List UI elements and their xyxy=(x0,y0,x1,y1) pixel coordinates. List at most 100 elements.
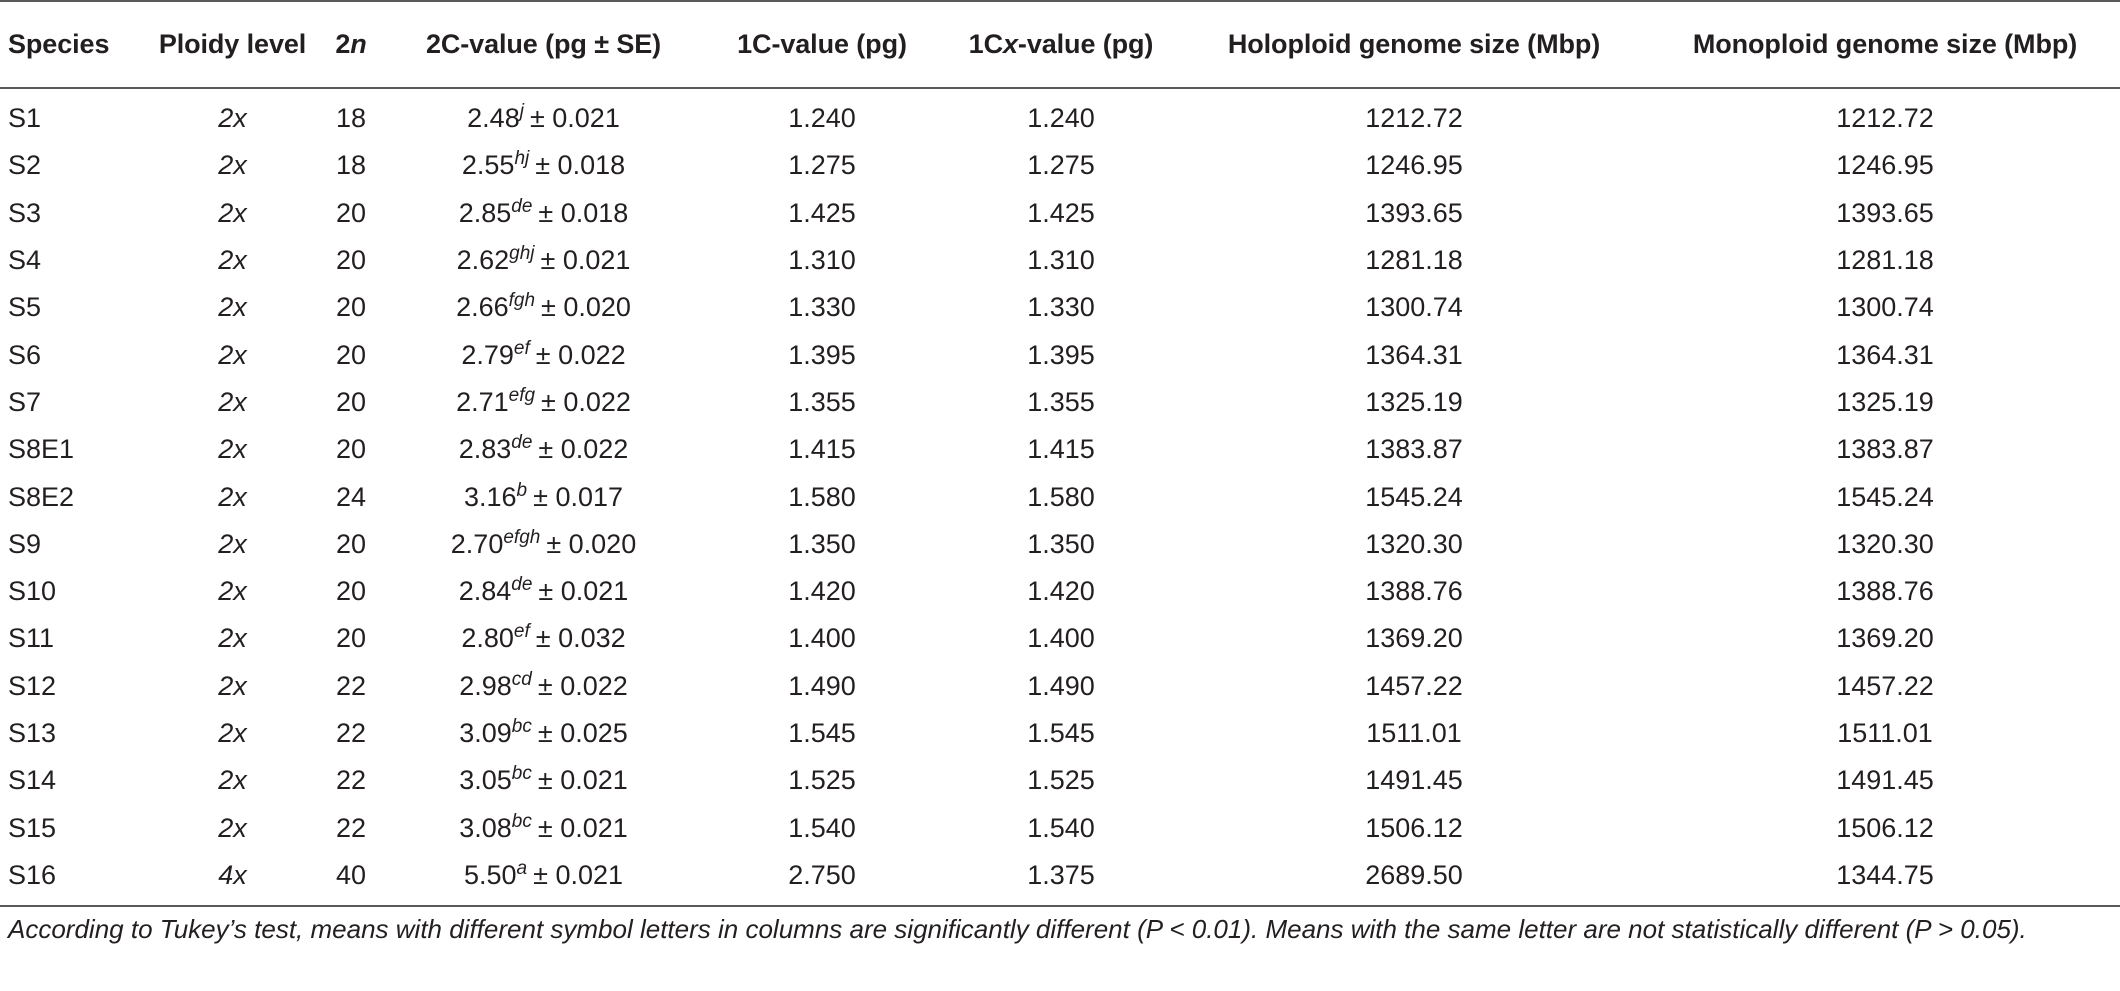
cell-2c-mean: 2.85 xyxy=(458,197,512,228)
table-row: S1 2x 18 2.48j ± 0.021 1.240 1.240 1212.72 1212.… xyxy=(0,88,2120,142)
header-monoploid: Monoploid genome size (Mbp) xyxy=(1650,0,2120,89)
cell-2c-value: 2.66fgh ± 0.020 xyxy=(387,284,700,331)
cell-2c-se: ± 0.018 xyxy=(538,197,629,228)
cell-2c-letters: de xyxy=(511,195,533,217)
cell-2c-value: 3.09bc ± 0.025 xyxy=(387,710,700,757)
cell-holoploid: 1300.74 xyxy=(1365,292,1463,323)
cell-2n: 40 xyxy=(315,851,387,908)
cell-1cx-value: 1.395 xyxy=(1027,339,1095,370)
cell-1c-value: 1.275 xyxy=(788,150,856,181)
header-1cx-value: 1Cx-value (pg) xyxy=(944,0,1178,89)
cell-species: S11 xyxy=(8,623,55,654)
cell-ploidy: 2x xyxy=(218,812,247,843)
cell-monoploid: 1369.20 xyxy=(1836,623,1934,654)
table-body: S1 2x 18 2.48j ± 0.021 1.240 1.240 1212.72 1212.… xyxy=(0,88,2120,908)
cell-ploidy: 2x xyxy=(218,434,247,465)
cell-1c-value: 1.545 xyxy=(788,718,856,748)
cell-2c-se: ± 0.022 xyxy=(538,434,629,465)
cell-ploidy: 2x xyxy=(218,528,247,559)
cell-ploidy: 2x xyxy=(218,339,247,370)
cell-holoploid: 1246.95 xyxy=(1365,150,1463,181)
cell-2c-se: ± 0.021 xyxy=(533,859,624,890)
cell-ploidy: 2x xyxy=(218,197,247,228)
cell-monoploid: 1300.74 xyxy=(1836,292,1934,323)
cell-monoploid: 1325.19 xyxy=(1836,386,1934,417)
cell-ploidy: 2x xyxy=(218,576,247,607)
header-1cx-prefix: 1C xyxy=(968,29,1003,59)
cell-2n: 20 xyxy=(335,386,367,417)
cell-1c-value: 1.415 xyxy=(788,434,856,465)
cell-holoploid: 1388.76 xyxy=(1365,576,1463,607)
cell-1c-value: 1.425 xyxy=(788,197,856,228)
cell-1cx-value: 1.415 xyxy=(1027,434,1095,465)
cell-2c-se: ± 0.020 xyxy=(546,528,637,559)
cell-monoploid: 1344.75 xyxy=(1650,851,2120,908)
cell-1c-value: 1.330 xyxy=(788,292,856,323)
cell-species: S14 xyxy=(8,765,57,796)
header-2n-italic: n xyxy=(350,29,367,59)
cell-2c-letters: de xyxy=(511,432,533,454)
cell-holoploid: 1281.18 xyxy=(1365,245,1463,276)
cell-monoploid: 1393.65 xyxy=(1836,197,1934,228)
table-row: S13 2x 22 3.09bc ± 0.025 1.545 1.545 1511.01 151… xyxy=(0,710,2120,757)
cell-2c-value: 2.80ef ± 0.032 xyxy=(387,615,700,662)
cell-2n: 20 xyxy=(335,245,367,276)
cell-1c-value: 1.525 xyxy=(788,765,856,796)
header-2n-prefix: 2 xyxy=(335,29,351,59)
cell-2c-letters: de xyxy=(511,574,533,596)
header-1cx-italic: x xyxy=(1003,29,1018,59)
cell-2c-se: ± 0.032 xyxy=(535,623,626,654)
cell-holoploid: 1369.20 xyxy=(1365,623,1463,654)
table-row: S6 2x 20 2.79ef ± 0.022 1.395 1.395 1364.31 1364… xyxy=(0,331,2120,378)
cell-2n: 22 xyxy=(335,670,367,701)
cell-2c-se: ± 0.018 xyxy=(535,150,626,181)
cell-1cx-value: 1.420 xyxy=(1027,576,1095,607)
header-species: Species xyxy=(0,0,150,89)
cell-2c-letters: bc xyxy=(511,716,532,737)
cell-2n: 20 xyxy=(335,339,367,370)
cell-species: S2 xyxy=(8,150,42,181)
cell-1cx-value: 1.490 xyxy=(1027,670,1095,701)
cell-2c-value: 2.98cd ± 0.022 xyxy=(387,663,700,710)
cell-ploidy: 2x xyxy=(218,150,247,181)
table-footnote: According to Tukey’s test, means with di… xyxy=(8,914,2027,944)
cell-ploidy: 2x xyxy=(218,481,247,512)
table-row: S4 2x 20 2.62ghj ± 0.021 1.310 1.310 1281.18 128… xyxy=(0,237,2120,284)
cell-2c-value: 2.48j ± 0.021 xyxy=(387,88,700,142)
cell-2c-se: ± 0.022 xyxy=(535,339,626,370)
cell-2c-se: ± 0.021 xyxy=(538,576,629,607)
cell-holoploid: 1320.30 xyxy=(1365,528,1463,559)
table-row: S10 2x 20 2.84de ± 0.021 1.420 1.420 1388.76 138… xyxy=(0,568,2120,615)
cell-holoploid: 1511.01 xyxy=(1366,718,1462,748)
cell-monoploid: 1364.31 xyxy=(1836,339,1934,370)
cell-ploidy: 2x xyxy=(218,292,247,323)
table-row: S12 2x 22 2.98cd ± 0.022 1.490 1.490 1457.22 145… xyxy=(0,663,2120,710)
cell-2n: 20 xyxy=(335,292,367,323)
cell-ploidy: 2x xyxy=(218,103,247,134)
cell-2c-value: 3.16b ± 0.017 xyxy=(387,473,700,520)
genome-size-table: Species Ploidy level 2n 2C-value (pg ± S… xyxy=(0,0,2120,908)
cell-2c-letters: hj xyxy=(514,148,530,170)
cell-species: S1 xyxy=(8,103,42,134)
cell-2c-letters: b xyxy=(516,479,528,501)
cell-1cx-value: 1.330 xyxy=(1027,292,1095,323)
cell-1cx-value: 1.350 xyxy=(1027,528,1095,559)
header-2n: 2n xyxy=(315,0,387,89)
cell-2c-value: 2.85de ± 0.018 xyxy=(387,190,700,237)
cell-species: S16 xyxy=(0,851,150,908)
cell-monoploid: 1506.12 xyxy=(1836,812,1934,843)
cell-2c-mean: 2.83 xyxy=(458,434,512,465)
cell-2c-mean: 2.55 xyxy=(461,150,515,181)
cell-1c-value: 1.355 xyxy=(788,386,856,417)
cell-monoploid: 1320.30 xyxy=(1836,528,1934,559)
cell-holoploid: 1212.72 xyxy=(1365,103,1463,134)
cell-1c-value: 1.420 xyxy=(788,576,856,607)
cell-2n: 24 xyxy=(335,481,367,512)
cell-2c-se: ± 0.020 xyxy=(541,292,631,323)
cell-2c-se: ± 0.021 xyxy=(537,765,628,796)
cell-2c-se: ± 0.021 xyxy=(537,812,628,843)
cell-2c-letters: bc xyxy=(511,763,532,785)
cell-1c-value: 1.580 xyxy=(788,481,856,512)
cell-2n: 18 xyxy=(335,150,367,181)
table-row: S8E1 2x 20 2.83de ± 0.022 1.415 1.415 1383.87 13… xyxy=(0,426,2120,473)
